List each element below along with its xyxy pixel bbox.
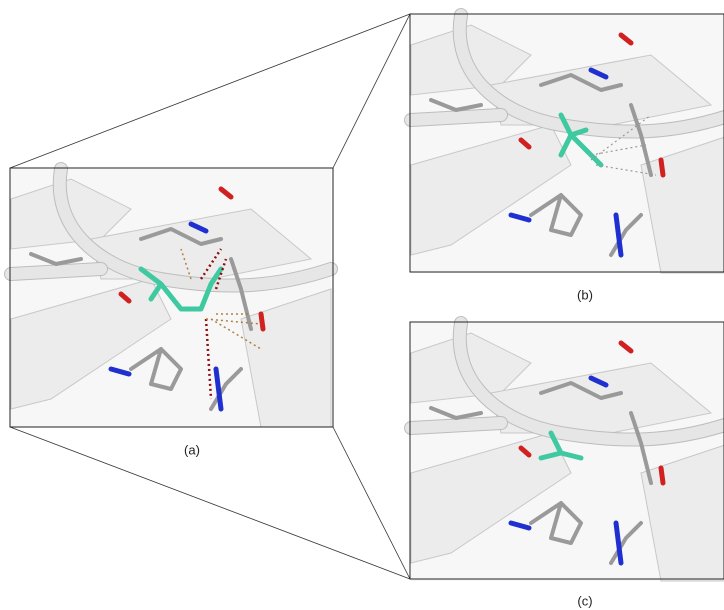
panel-label: (c) — [577, 593, 592, 608]
panel-label: (a) — [184, 442, 200, 457]
panel-b — [411, 15, 724, 273]
connector — [333, 427, 410, 579]
panel-label: (b) — [577, 287, 593, 302]
connector — [10, 427, 410, 579]
connector — [10, 14, 410, 168]
panel-c — [411, 323, 724, 581]
panel-a — [11, 169, 331, 427]
figure: (a) (b) (c) — [0, 0, 724, 610]
connector — [333, 14, 410, 168]
